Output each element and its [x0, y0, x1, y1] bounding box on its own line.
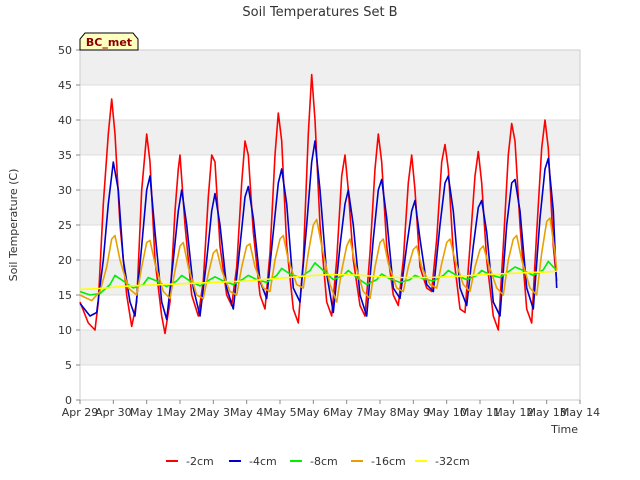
legend-item: -4cm [229, 455, 277, 468]
grid-band [80, 50, 580, 85]
legend-label: -16cm [371, 455, 406, 468]
x-tick-label: Apr 30 [95, 406, 132, 419]
legend-item: -32cm [415, 455, 470, 468]
y-tick-label: 15 [58, 289, 72, 302]
x-tick-label: May 4 [230, 406, 263, 419]
x-tick-label: May 12 [493, 406, 533, 419]
y-tick-label: 45 [58, 79, 72, 92]
series-line-minus-2cm [79, 73, 558, 335]
x-tick-label: May 13 [527, 406, 567, 419]
x-tick-label: May 3 [197, 406, 230, 419]
legend-item: -2cm [166, 455, 214, 468]
y-tick-label: 50 [58, 44, 72, 57]
series-line-minus-4cm [79, 140, 558, 321]
y-tick-label: 0 [65, 394, 72, 407]
series-line-minus-16cm [79, 217, 558, 303]
x-tick-label: May 5 [263, 406, 296, 419]
x-tick-label: May 1 [130, 406, 163, 419]
grid-band [80, 120, 580, 155]
legend-label: -32cm [435, 455, 470, 468]
grid-band [80, 190, 580, 225]
series-line-minus-32cm [79, 270, 557, 291]
y-tick-label: 40 [58, 114, 72, 127]
chart-title: Soil Temperatures Set B [242, 5, 397, 20]
y-tick-label: 20 [58, 254, 72, 267]
x-tick-label: May 14 [560, 406, 600, 419]
y-tick-label: 30 [58, 184, 72, 197]
station-label-box: BC_met [79, 32, 139, 51]
y-axis: 0 5 10 15 20 25 30 35 40 45 50 [58, 44, 80, 407]
x-tick-label: May 6 [297, 406, 330, 419]
x-tick-label: Apr 29 [62, 406, 99, 419]
x-tick-label: May 11 [460, 406, 500, 419]
grid-band [80, 330, 580, 365]
x-tick-label: May 2 [163, 406, 196, 419]
legend: -2cm -4cm -8cm -16cm -32cm [166, 455, 470, 468]
legend-label: -4cm [249, 455, 277, 468]
y-axis-label: Soil Temperature (C) [7, 169, 20, 282]
plot-background [79, 49, 581, 401]
x-tick-label: May 7 [330, 406, 363, 419]
legend-item: -8cm [290, 455, 338, 468]
legend-label: -8cm [310, 455, 338, 468]
y-tick-label: 10 [58, 324, 72, 337]
x-tick-label: May 8 [363, 406, 396, 419]
legend-label: -2cm [186, 455, 214, 468]
x-axis-label: Time [550, 423, 578, 436]
x-tick-label: May 10 [427, 406, 467, 419]
series-layer [79, 73, 558, 335]
station-label: BC_met [86, 36, 132, 49]
y-tick-label: 25 [58, 219, 72, 232]
y-tick-label: 35 [58, 149, 72, 162]
x-tick-label: May 9 [397, 406, 430, 419]
legend-item: -16cm [351, 455, 406, 468]
y-tick-label: 5 [65, 359, 72, 372]
